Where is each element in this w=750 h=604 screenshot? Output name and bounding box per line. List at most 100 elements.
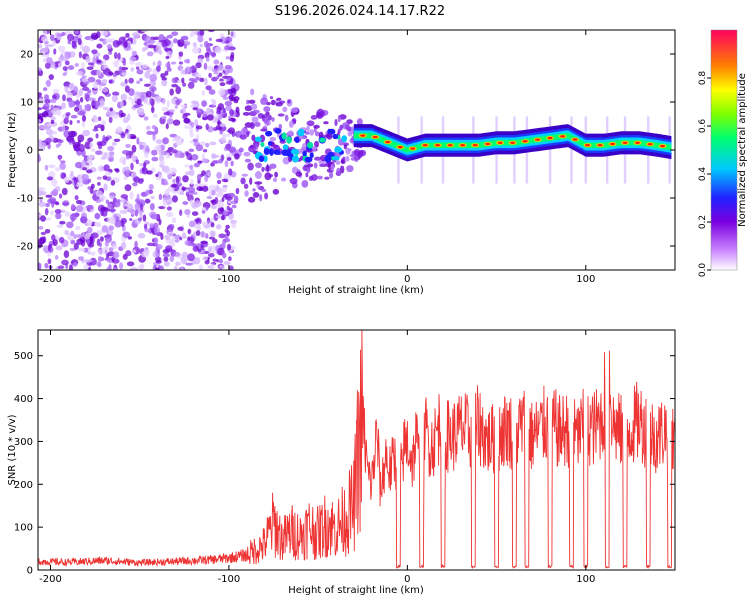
noise-blob: [132, 182, 138, 187]
emerging-blob: [306, 120, 315, 127]
noise-blob: [214, 46, 222, 54]
noise-blob: [96, 123, 103, 129]
noise-blob: [131, 32, 140, 37]
noise-blob: [137, 217, 143, 222]
noise-blob: [121, 241, 127, 250]
noise-blob: [208, 37, 212, 42]
noise-blob: [184, 240, 191, 246]
noise-blob: [221, 178, 228, 183]
noise-blob: [144, 150, 149, 159]
noise-blob: [69, 264, 73, 270]
noise-blob: [58, 193, 63, 199]
noise-blob: [163, 261, 170, 267]
noise-blob: [160, 72, 166, 79]
noise-blob: [165, 170, 170, 175]
noise-blob: [151, 149, 158, 156]
noise-blob: [189, 164, 194, 170]
noise-blob: [182, 251, 188, 258]
ridge-peak: [660, 144, 666, 148]
noise-blob: [226, 76, 231, 82]
noise-blob: [51, 178, 58, 187]
emerging-blob: [346, 165, 354, 173]
noise-blob: [192, 243, 197, 248]
noise-blob: [175, 86, 182, 95]
noise-blob: [48, 111, 52, 117]
emerging-blob: [240, 127, 249, 136]
noise-blob: [208, 72, 212, 78]
noise-blob: [112, 40, 121, 48]
emerging-blob: [284, 114, 289, 122]
emerging-peak: [334, 146, 343, 153]
noise-blob: [207, 171, 212, 177]
noise-blob: [137, 178, 144, 184]
noise-blob: [139, 77, 143, 82]
snr-x-label: Height of straight line (km): [288, 585, 424, 596]
noise-blob: [118, 36, 126, 45]
noise-blob: [147, 39, 156, 44]
emerging-peak: [294, 136, 300, 143]
noise-blob: [77, 110, 86, 116]
noise-blob: [75, 181, 84, 188]
emerging-blob: [287, 130, 294, 136]
noise-blob: [135, 159, 139, 165]
snr-x-tick-label: 100: [576, 574, 595, 585]
noise-blob: [43, 103, 50, 110]
noise-blob: [99, 236, 104, 242]
noise-blob: [74, 161, 83, 169]
noise-blob: [199, 30, 205, 37]
noise-blob: [182, 175, 189, 183]
noise-blob: [70, 114, 78, 119]
noise-blob: [203, 62, 208, 70]
noise-blob: [163, 256, 169, 262]
noise-blob: [184, 164, 189, 168]
noise-blob: [162, 137, 170, 145]
noise-blob: [107, 145, 115, 152]
emerging-blob: [272, 177, 278, 183]
noise-blob: [106, 43, 113, 50]
snr-y-tick-label: 200: [14, 480, 33, 491]
emerging-blob: [306, 167, 311, 173]
emerging-blob: [339, 124, 344, 131]
noise-blob: [139, 112, 146, 116]
noise-blob: [213, 59, 220, 65]
emerging-blob: [330, 163, 335, 172]
noise-blob: [218, 265, 225, 269]
noise-blob: [175, 99, 181, 106]
noise-blob: [125, 250, 132, 257]
noise-blob: [127, 113, 131, 121]
emerging-blob: [243, 183, 249, 189]
noise-blob: [111, 114, 119, 119]
noise-blob: [131, 135, 137, 140]
noise-blob: [143, 162, 147, 168]
noise-blob: [90, 183, 95, 189]
snr-panel: -200 -100 0 100 0 100 200 300 400 500 Height of …: [7, 329, 676, 596]
emerging-peak: [265, 130, 273, 137]
noise-blob: [65, 112, 71, 116]
noise-blob: [171, 84, 179, 88]
noise-blob: [159, 159, 165, 166]
noise-blob: [202, 256, 208, 262]
noise-blob: [187, 228, 191, 235]
noise-blob: [70, 170, 74, 177]
noise-blob: [166, 34, 173, 39]
noise-blob: [42, 87, 48, 91]
noise-blob: [117, 52, 121, 60]
noise-blob: [171, 217, 177, 224]
noise-blob: [168, 223, 175, 230]
noise-blob: [47, 258, 52, 265]
noise-blob: [146, 125, 151, 130]
noise-blob: [62, 94, 66, 102]
noise-blob: [38, 201, 47, 208]
noise-blob: [68, 83, 74, 89]
noise-blob: [195, 144, 204, 152]
emerging-blob: [230, 96, 236, 102]
noise-blob: [61, 102, 66, 110]
noise-blob: [87, 97, 95, 101]
emerging-peak: [341, 135, 348, 143]
noise-blob: [210, 162, 215, 167]
noise-blob: [76, 238, 84, 245]
ridge-peak: [410, 147, 416, 150]
emerging-blob: [244, 105, 253, 112]
noise-blob: [83, 264, 90, 270]
noise-blob: [58, 139, 64, 144]
